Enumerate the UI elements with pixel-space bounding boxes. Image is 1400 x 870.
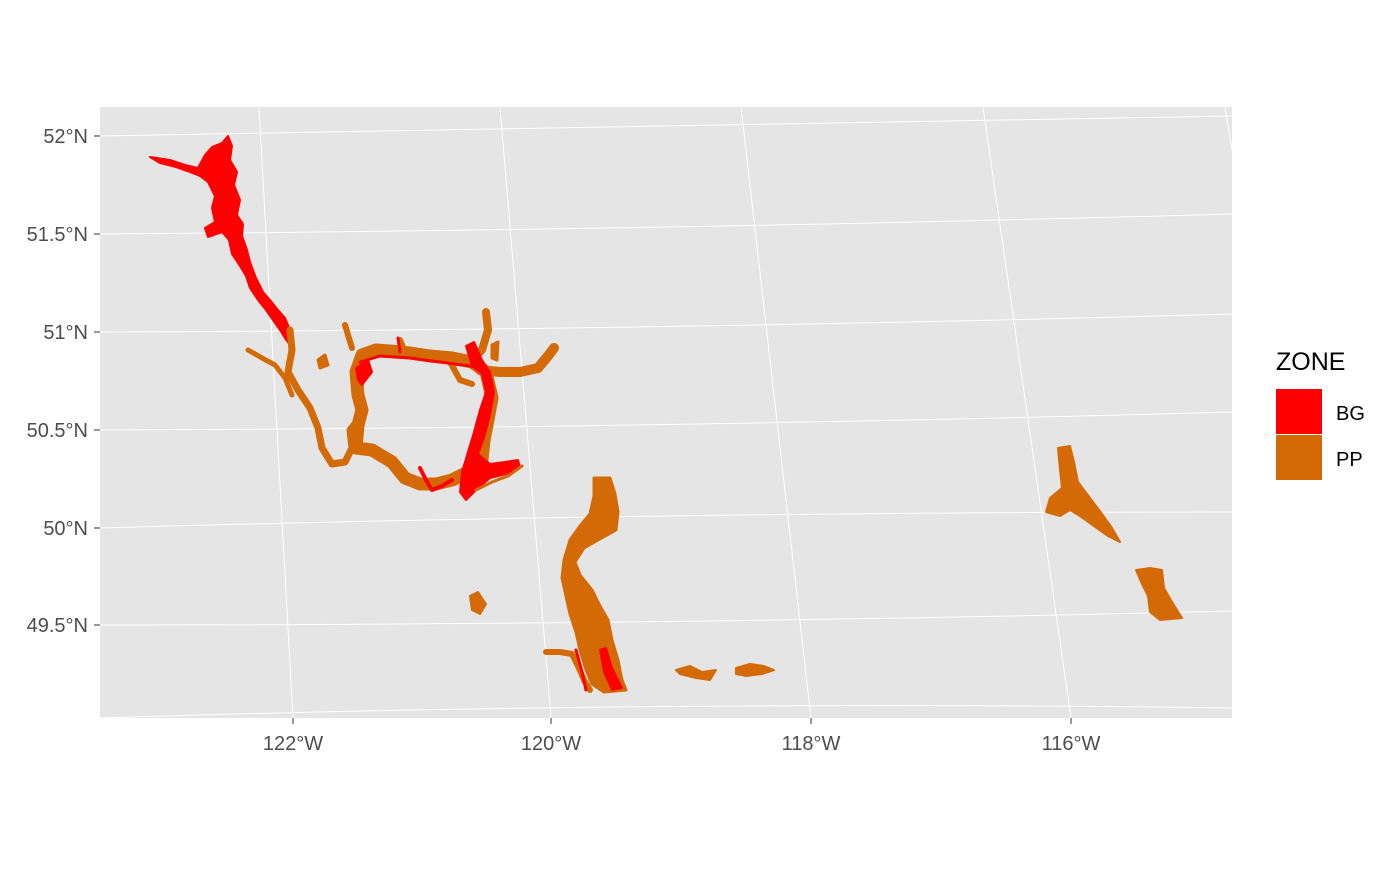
y-tick-label: 52°N — [43, 126, 88, 148]
legend-label-pp: PP — [1336, 449, 1363, 471]
parallel-50-5n — [100, 411, 1232, 431]
meridian-122w — [258, 107, 294, 718]
meridian-114w — [1224, 107, 1232, 151]
x-tick-label: 120°W — [521, 733, 581, 755]
zone-pp-west-branch — [284, 326, 362, 468]
y-tick-label: 50.5°N — [27, 420, 88, 442]
y-tick-label: 51.5°N — [27, 224, 88, 246]
zone-pp-south-corridor — [560, 476, 628, 694]
zone-polygons — [149, 135, 1183, 694]
y-tick-label: 51°N — [43, 322, 88, 344]
x-tick-label: 122°W — [263, 733, 323, 755]
map-panel-background — [100, 107, 1232, 718]
meridian-118w — [740, 107, 812, 718]
legend: ZONE BG PP — [1276, 348, 1365, 480]
zone-pp-west-arm — [245, 347, 295, 398]
zone-bg-south-tip — [599, 647, 623, 691]
meridian-120w — [499, 107, 552, 718]
zone-pp-north-small — [490, 340, 500, 362]
y-tick-label: 49.5°N — [27, 615, 88, 637]
parallel-51-5n — [100, 213, 1232, 235]
x-tick-label: 118°W — [782, 733, 841, 755]
zone-pp-east-spur — [475, 343, 559, 377]
zone-pp-patch-south-b — [735, 663, 775, 677]
zone-pp-ring-inner-top — [342, 322, 475, 387]
zone-bg-south-bend — [418, 466, 454, 492]
y-tick-label: 50°N — [43, 518, 88, 540]
parallel-51n — [100, 313, 1232, 333]
zone-pp-east-lobe-north — [1045, 445, 1121, 543]
legend-label-bg: BG — [1336, 403, 1365, 425]
zone-pp-patch-mid — [469, 591, 487, 615]
zone-bg-ring-west — [355, 359, 373, 386]
y-axis: 52°N 51.5°N 51°N 50.5°N 50°N 49.5°N — [27, 126, 100, 637]
zone-bg-east-block — [459, 341, 521, 501]
zone-pp-west-small — [316, 353, 330, 370]
zone-bg-ring-north-spike — [396, 336, 402, 354]
parallel-49-5n — [100, 610, 1232, 626]
legend-swatch-pp — [1276, 435, 1322, 480]
legend-swatch-bg — [1276, 389, 1322, 434]
zone-pp-east-outline — [474, 464, 524, 492]
legend-title: ZONE — [1276, 348, 1345, 376]
x-axis: 122°W 120°W 118°W 116°W — [263, 718, 1101, 755]
zone-bg-south-strand — [574, 648, 588, 692]
parallel-49n — [100, 705, 1232, 718]
x-tick-label: 116°W — [1042, 733, 1101, 755]
zone-pp-east-lobe-south — [1135, 567, 1183, 621]
zone-pp-patch-south-a — [675, 665, 717, 681]
meridian-116w — [982, 107, 1072, 718]
